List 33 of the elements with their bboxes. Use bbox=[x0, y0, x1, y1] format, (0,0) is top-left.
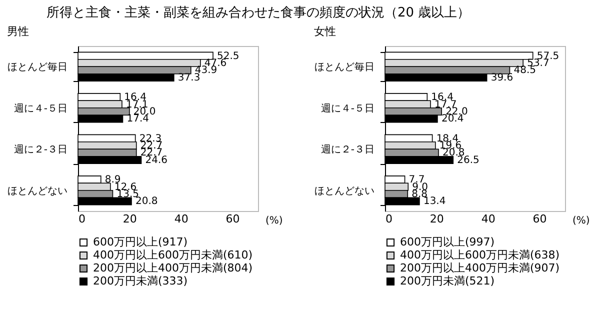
x-tick-label: 0 bbox=[78, 212, 86, 226]
y-tick-label: 週に４-５日 bbox=[320, 103, 374, 114]
legend-label: 600万円以上(997) bbox=[400, 236, 495, 248]
data-label: 17.4 bbox=[126, 114, 150, 125]
x-tick-label: 40 bbox=[174, 212, 188, 226]
legend-label: 200万円以上400万円未満(907) bbox=[400, 262, 560, 274]
legend-label: 200万円未満(521) bbox=[400, 274, 495, 288]
legend-label: 200万円未満(333) bbox=[93, 274, 188, 288]
data-label: 20.8 bbox=[135, 196, 158, 208]
legend-label: 600万円以上(917) bbox=[93, 236, 188, 248]
chart-title: 所得と主食・主菜・副菜を組み合わせた食事の頻度の状況（20 歳以上） bbox=[46, 4, 470, 20]
x-tick-label: 40 bbox=[481, 212, 496, 226]
legend-label: 200万円以上400万円未満(804) bbox=[93, 262, 253, 274]
x-tick-label: 20 bbox=[122, 212, 137, 226]
y-tick-label: ほとんどない bbox=[8, 186, 68, 197]
x-axis-title: (%) bbox=[266, 216, 283, 226]
y-tick-label: ほとんど毎日 bbox=[8, 61, 68, 74]
x-tick-label: 20 bbox=[430, 212, 444, 226]
y-tick-label: 週に２-３日 bbox=[320, 144, 374, 156]
y-tick-label: 週に２-３日 bbox=[14, 144, 68, 156]
chart-subtitle: 女性 bbox=[314, 25, 336, 38]
y-tick-label: 週に４-５日 bbox=[14, 103, 68, 114]
data-label: 48.5 bbox=[514, 65, 536, 76]
x-axis-title: (%) bbox=[572, 216, 590, 226]
y-tick-label: ほとんどない bbox=[314, 186, 374, 197]
legend-label: 400万円以上600万円未満(610) bbox=[93, 248, 253, 262]
x-tick-label: 0 bbox=[386, 212, 392, 226]
data-label: 13.4 bbox=[423, 196, 446, 208]
chart-subtitle: 男性 bbox=[7, 25, 29, 38]
legend-label: 400万円以上600万円未満(638) bbox=[400, 248, 560, 262]
x-tick-label: 60 bbox=[226, 212, 240, 226]
y-tick-label: ほとんど毎日 bbox=[314, 61, 374, 74]
x-tick-label: 60 bbox=[532, 212, 547, 226]
